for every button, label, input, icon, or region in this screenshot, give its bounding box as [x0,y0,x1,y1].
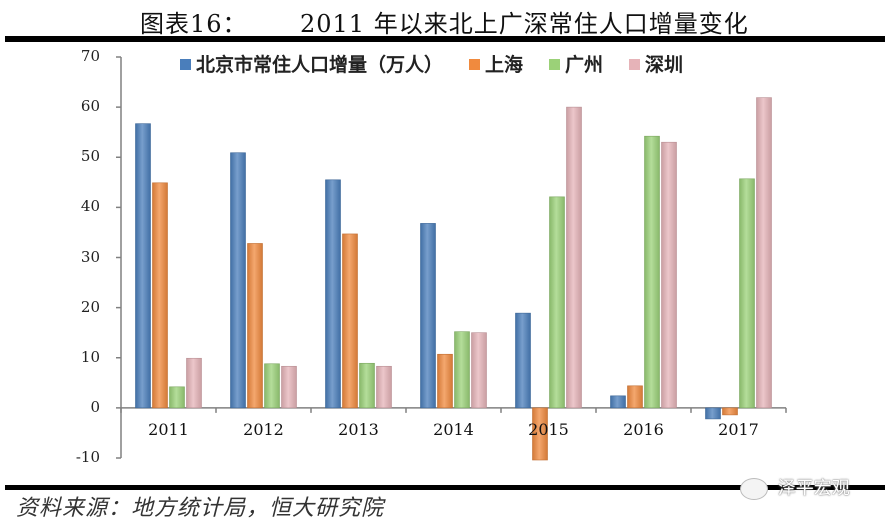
y-tick-label: 30 [80,247,100,266]
bar-2015-series-1 [532,407,548,461]
bar-2015-series-3 [566,106,582,409]
legend-swatch-icon [469,59,481,70]
y-tick-label: 50 [80,147,100,166]
bar-2012-series-1 [247,243,263,409]
bar-2017-series-2 [739,178,755,409]
bar-2013-series-2 [359,362,375,409]
bar-2017-series-0 [705,407,721,420]
x-tick-label: 2017 [718,420,759,439]
bar-2012-series-3 [281,365,297,409]
bar-2011-series-0 [135,123,151,409]
legend-item: 北京市常住人口增量（万人） [180,50,443,77]
legend-swatch-icon [629,59,641,70]
bar-2017-series-3 [756,97,772,409]
y-tick-label: 20 [80,297,100,316]
bar-2012-series-2 [264,363,280,409]
top-rule [5,36,885,42]
bar-2012-series-0 [230,152,246,409]
bar-2011-series-3 [186,357,202,409]
y-tick-label: 40 [80,197,100,216]
legend-label: 广州 [565,54,604,76]
legend-item: 深圳 [629,50,683,77]
figure-title-text: 2011 年以来北上广深常住人口增量变化 [300,10,749,38]
x-tick-label: 2012 [243,420,284,439]
x-tick-label: 2015 [528,420,569,439]
x-tick-label: 2014 [433,420,474,439]
y-tick-label: -10 [75,448,100,466]
legend-swatch-icon [180,59,191,70]
y-tick-label: 60 [80,97,100,116]
bar-2014-series-1 [437,353,453,409]
bottom-rule [5,485,885,490]
legend-item: 上海 [469,50,523,77]
figure-title: 图表16： 2011 年以来北上广深常住人口增量变化 [0,2,890,38]
bar-2011-series-2 [169,386,185,409]
x-tick-label: 2016 [623,420,664,439]
source-note: 资料来源：地方统计局，恒大研究院 [16,496,385,521]
bar-2011-series-1 [152,182,168,409]
chart-legend: 北京市常住人口增量（万人） 上海 广州 深圳 [180,50,709,77]
bar-2013-series-3 [376,365,392,409]
bar-2015-series-2 [549,196,565,409]
x-tick-label: 2011 [148,420,189,439]
bar-2013-series-1 [342,233,358,409]
watermark: 泽平宏观 [740,474,850,500]
legend-label: 北京市常住人口增量（万人） [196,54,444,76]
legend-label: 深圳 [645,54,684,76]
watermark-text: 泽平宏观 [777,478,850,499]
y-tick-label: 0 [90,397,100,416]
legend-swatch-icon [549,59,561,70]
y-tick-label: 10 [80,347,100,366]
legend-label: 上海 [485,54,524,76]
bar-2013-series-0 [325,179,341,409]
bar-2014-series-3 [471,332,487,409]
figure-number: 图表16： [140,10,248,38]
bar-2015-series-0 [515,312,531,409]
bar-2016-series-3 [661,141,677,409]
bar-2017-series-1 [722,407,738,416]
bar-2016-series-2 [644,135,660,409]
bar-2014-series-0 [420,223,436,409]
bar-2016-series-1 [627,385,643,409]
wechat-logo-icon [740,478,768,500]
legend-item: 广州 [549,50,603,77]
y-tick-label: 70 [80,47,100,65]
x-tick-label: 2013 [338,420,379,439]
bar-2016-series-0 [610,395,626,409]
bar-2014-series-2 [454,331,470,409]
